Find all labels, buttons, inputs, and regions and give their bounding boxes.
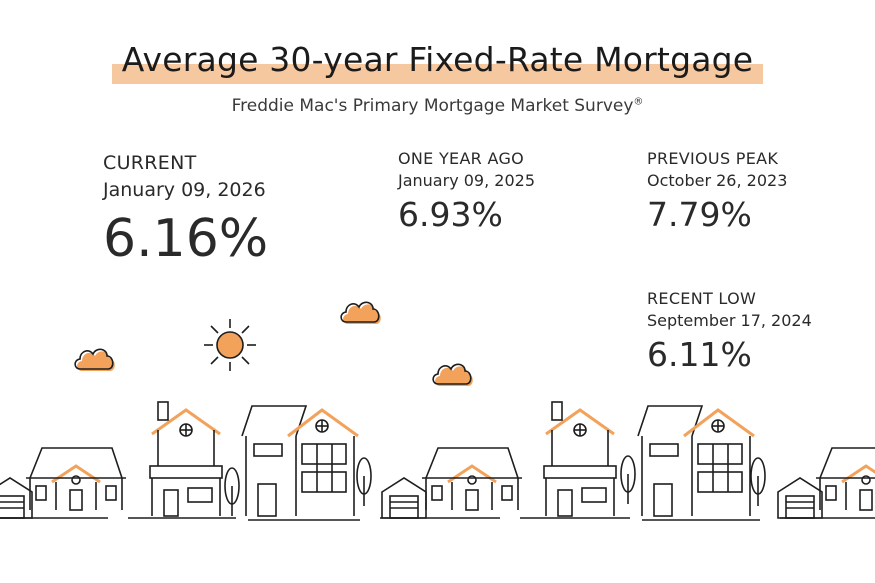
stat-date: October 26, 2023 [647,171,788,190]
stat-date: January 09, 2026 [103,179,266,201]
previous-peak-stat: PREVIOUS PEAK October 26, 2023 7.79% [647,148,787,238]
stat-value: 6.93% [398,195,503,234]
ground-lines [0,517,875,521]
sun-icon [204,319,256,371]
house-icon [636,404,756,518]
one-year-ago-stat: ONE YEAR AGO January 09, 2025 6.93% [398,148,535,238]
house-icon [24,446,128,512]
title-block: Average 30-year Fixed-Rate Mortgage [0,40,875,84]
subtitle-text: Freddie Mac's Primary Mortgage Market Su… [231,96,634,116]
house-icon [814,446,875,512]
house-icon [148,400,224,518]
registered-mark: ® [633,96,644,108]
tree-icon [750,457,766,507]
cloud-icon [432,363,474,387]
stat-date: January 09, 2025 [398,171,535,190]
house-icon [420,446,524,512]
stat-label: RECENT LOW [647,289,757,308]
stat-label: ONE YEAR AGO [398,149,525,168]
stat-value: 6.11% [647,335,752,374]
house-icon [542,400,618,518]
garage-icon [777,477,823,519]
cloud-icon [340,301,382,325]
stat-date: September 17, 2024 [647,311,812,330]
stat-label: PREVIOUS PEAK [647,149,779,168]
page-subtitle: Freddie Mac's Primary Mortgage Market Su… [0,96,875,116]
stat-value: 7.79% [647,195,752,234]
cloud-icon [74,348,116,372]
stat-value: 6.16% [103,209,269,269]
tree-icon [620,455,636,505]
recent-low-stat: RECENT LOW September 17, 2024 6.11% [647,288,812,378]
tree-icon [356,457,372,507]
garage-icon [381,477,427,519]
house-row [0,400,875,519]
stat-label: CURRENT [103,152,197,174]
neighborhood-illustration [0,301,875,521]
current-rate-stat: CURRENT January 09, 2026 6.16% [103,150,268,274]
tree-icon [224,467,240,517]
house-icon [240,404,360,518]
page-title: Average 30-year Fixed-Rate Mortgage [111,40,763,84]
garage-icon [0,477,33,519]
